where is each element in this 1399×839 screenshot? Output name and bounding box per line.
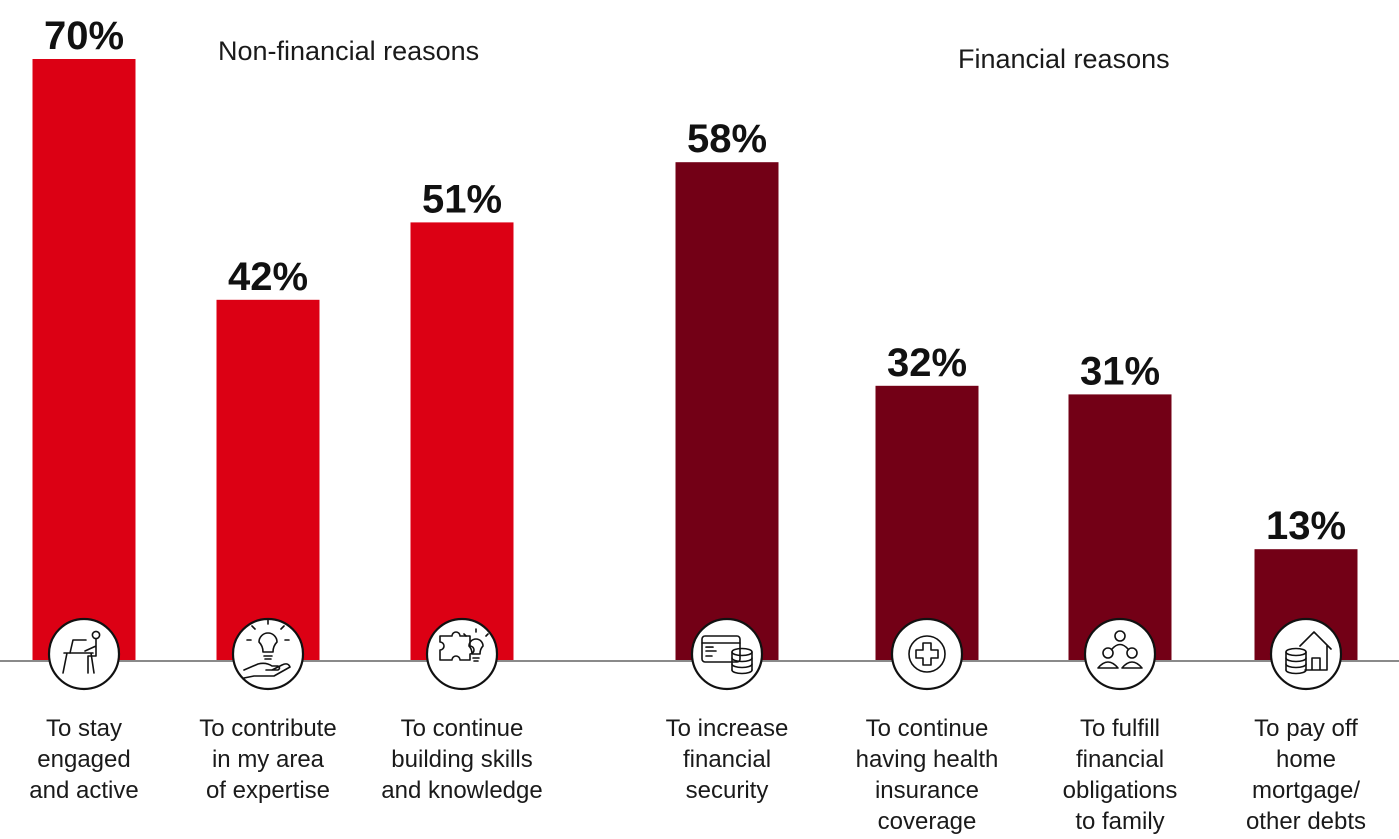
value-label-1: 70% (44, 14, 124, 58)
category-label-2: To contribute in my area of expertise (199, 715, 336, 804)
lightbulb-in-hand-icon (231, 617, 305, 691)
credit-card-coins-icon (690, 617, 764, 691)
category-label-4: To increase financial security (666, 715, 789, 804)
category-label-6: To fulfill financial obligations to family (1063, 715, 1178, 835)
person-at-desk-icon (47, 617, 121, 691)
bar-6 (1068, 394, 1172, 661)
bar-1 (32, 59, 136, 661)
bar-4 (675, 162, 779, 661)
medical-cross-icon (890, 617, 964, 691)
group-title-financial: Financial reasons (958, 44, 1170, 74)
value-label-3: 51% (422, 177, 502, 221)
value-label-2: 42% (228, 255, 308, 299)
category-label-1: To stay engaged and active (29, 715, 138, 804)
category-label-7: To pay off home mortgage/other debts (1246, 715, 1366, 835)
bar-5 (875, 385, 979, 661)
bar-2 (216, 299, 320, 661)
category-label-3: To continue building skills and knowledge (381, 715, 542, 804)
bar-3 (410, 222, 514, 661)
value-label-6: 31% (1080, 349, 1160, 393)
house-coins-icon (1269, 617, 1343, 691)
group-title-non-financial: Non-financial reasons (218, 36, 480, 66)
value-label-7: 13% (1266, 504, 1346, 548)
value-label-4: 58% (687, 117, 767, 161)
family-group-icon (1083, 617, 1157, 691)
puzzle-lightbulb-icon (425, 617, 499, 691)
category-label-5: To continue having health insurance coverag… (856, 715, 999, 835)
value-label-5: 32% (887, 341, 967, 385)
